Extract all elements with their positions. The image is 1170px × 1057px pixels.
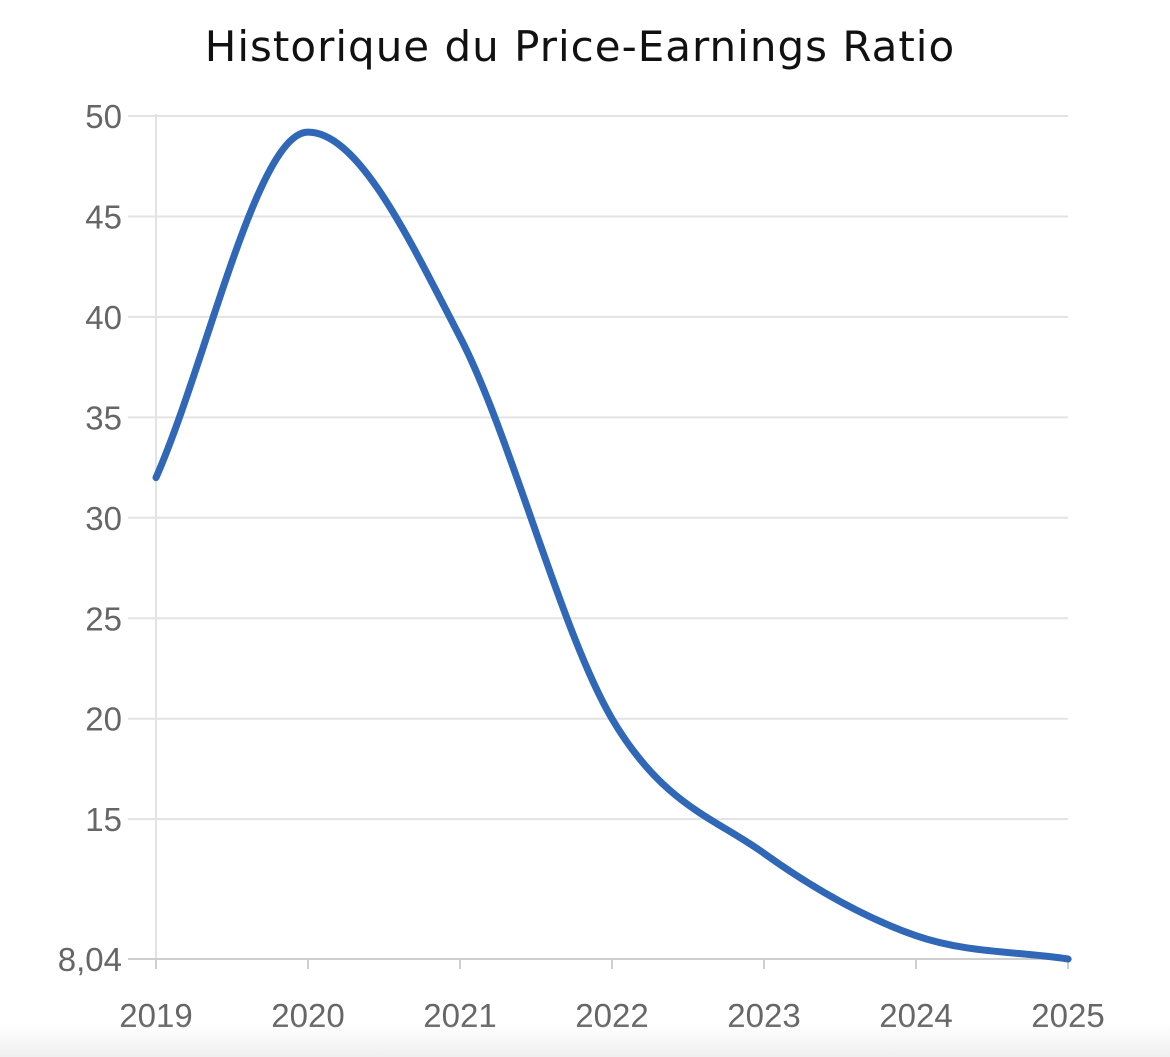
y-tick-label: 50 <box>85 98 122 135</box>
y-tick-label: 45 <box>85 198 122 235</box>
axes <box>128 114 1072 960</box>
y-tick-label: 40 <box>85 299 122 336</box>
y-tick-label: 8,04 <box>58 941 122 978</box>
chart-title: Historique du Price-Earnings Ratio <box>204 22 956 71</box>
y-axis-ticks: 8,04 15 20 25 30 35 40 45 50 <box>58 98 122 978</box>
bottom-fade <box>0 1023 1170 1057</box>
y-tick-label: 25 <box>85 600 122 637</box>
y-tick-label: 30 <box>85 500 122 537</box>
y-tick-label: 20 <box>85 701 122 738</box>
grid-lines <box>128 115 1068 821</box>
series-line <box>152 128 1072 963</box>
y-tick-label: 35 <box>85 399 122 436</box>
series-layer <box>152 128 1072 963</box>
y-tick-label: 15 <box>85 801 122 838</box>
